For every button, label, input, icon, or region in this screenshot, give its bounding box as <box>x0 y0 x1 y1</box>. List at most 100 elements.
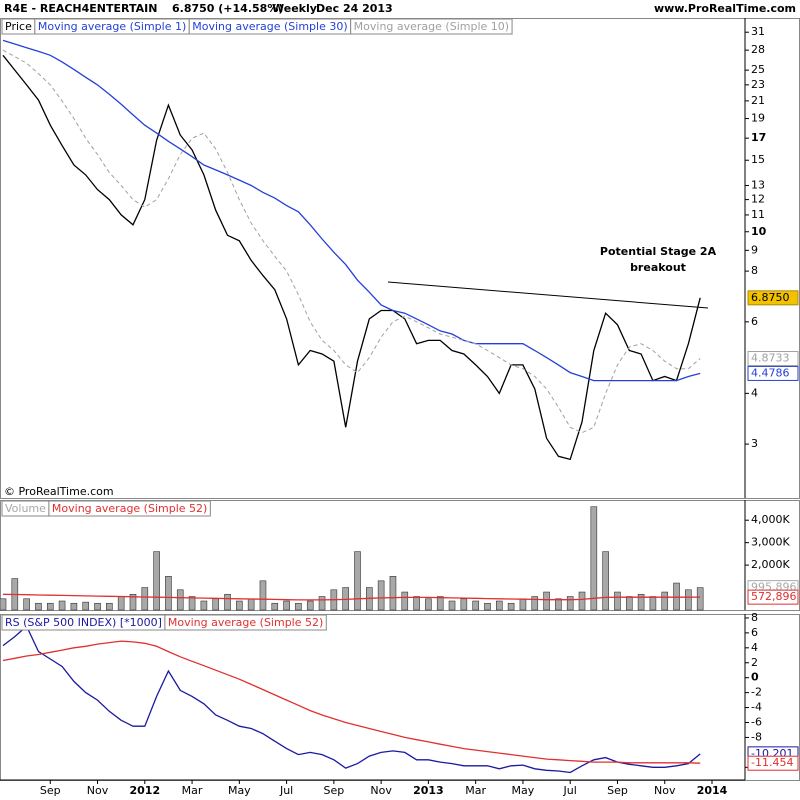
volume-bar <box>401 591 409 611</box>
volume-bar <box>94 602 101 611</box>
y-tick-label: 2,000K <box>751 558 790 571</box>
last-value-label: 6.8750 <box>751 291 790 304</box>
y-tick-label: 8 <box>751 611 758 624</box>
volume-bar <box>507 602 515 611</box>
y-tick-label: -2 <box>751 686 762 699</box>
x-tick-label: Sep <box>40 784 61 797</box>
y-tick-label: 10 <box>751 225 767 238</box>
y-tick-label: 28 <box>751 43 765 56</box>
volume-bar <box>165 576 172 611</box>
y-tick-label: 6 <box>751 315 758 328</box>
x-tick-label: 2012 <box>129 784 160 797</box>
last-value-label: -11.454 <box>751 756 793 769</box>
volume-bar <box>259 580 267 611</box>
volume-bar <box>188 596 196 611</box>
legend-box <box>350 18 513 35</box>
volume-bar <box>0 598 7 611</box>
volume-bar <box>283 600 290 611</box>
volume-bar <box>377 580 385 611</box>
series-line <box>2 54 701 461</box>
volume-bar <box>295 602 302 611</box>
y-tick-label: 19 <box>751 112 765 125</box>
volume-bar <box>236 600 243 611</box>
volume-bar <box>543 591 550 611</box>
y-tick-label: 0 <box>751 671 759 684</box>
panel-label: Price <box>5 20 32 33</box>
last-value-box <box>747 755 799 771</box>
volume-bar <box>82 601 90 611</box>
legend-item: Moving average (Simple 52) <box>168 616 323 629</box>
annotation: Potential Stage 2A <box>600 245 717 258</box>
volume-bar <box>578 591 586 611</box>
volume-bar <box>153 551 160 611</box>
y-tick-label: 8 <box>751 264 758 277</box>
legend-item: Moving average (Simple 10) <box>354 20 509 33</box>
volume-bar <box>200 600 208 611</box>
x-tick-label: May <box>512 784 535 797</box>
volume-bar <box>176 589 184 611</box>
x-tick-label: Nov <box>370 784 392 797</box>
volume-bar <box>484 602 491 611</box>
x-tick-label: Nov <box>654 784 676 797</box>
volume-bar <box>436 596 444 611</box>
volume-bar <box>602 551 609 611</box>
volume-bar <box>46 602 54 611</box>
volume-bar <box>141 587 149 611</box>
volume-bar <box>354 551 361 611</box>
x-tick-label: Mar <box>465 784 486 797</box>
volume-bar <box>306 600 314 611</box>
x-tick-label: Jul <box>563 784 577 797</box>
symbol: R4E - REACH4ENTERTAIN <box>4 2 157 15</box>
series-line <box>2 39 701 382</box>
y-tick-label: 25 <box>751 63 765 76</box>
x-tick-label: Sep <box>323 784 344 797</box>
last-value-box <box>747 365 799 381</box>
y-tick-label: 4 <box>751 641 758 654</box>
volume-bar <box>448 600 456 611</box>
volume-bar <box>117 596 125 611</box>
y-tick-label: -6 <box>751 716 762 729</box>
date: Dec 24 2013 <box>316 2 393 15</box>
series-line <box>2 625 701 774</box>
x-tick-label: May <box>228 784 251 797</box>
last-value-label: 572,896 <box>751 590 797 603</box>
last-value-box <box>747 589 799 605</box>
last-value-label: 4.4786 <box>751 366 790 379</box>
legend-item: Moving average (Simple 1) <box>38 20 186 33</box>
volume-bar <box>389 576 397 611</box>
legend-item: Moving average (Simple 30) <box>192 20 347 33</box>
volume-bar <box>590 506 598 611</box>
volume-bar <box>58 600 66 611</box>
volume-bar <box>247 598 255 611</box>
y-tick-label: 21 <box>751 94 765 107</box>
volume-bar <box>696 587 704 611</box>
last-value-box <box>747 351 799 367</box>
y-tick-label: 3 <box>751 437 758 450</box>
legend-box <box>164 614 327 631</box>
volume-bar <box>661 591 669 611</box>
period: Weekly <box>272 2 317 15</box>
y-tick-label: 6 <box>751 626 758 639</box>
volume-bar <box>224 593 231 611</box>
volume-bar <box>649 596 657 611</box>
volume-bar <box>566 596 574 611</box>
quote: 6.8750 (+14.58%) <box>172 2 283 15</box>
volume-bar <box>472 600 479 611</box>
legend-item: Moving average (Simple 52) <box>52 502 207 515</box>
y-tick-label: 12 <box>751 193 765 206</box>
x-tick-label: Nov <box>87 784 109 797</box>
volume-bar <box>35 602 42 611</box>
site: www.ProRealTime.com <box>654 2 796 15</box>
series-line <box>2 49 701 434</box>
copyright: © ProRealTime.com <box>4 485 114 498</box>
x-tick-label: 2013 <box>413 784 444 797</box>
legend-item: Volume <box>5 502 46 515</box>
series-line <box>2 593 701 601</box>
volume-bar <box>673 582 680 611</box>
volume-bar <box>271 602 279 611</box>
y-tick-label: 17 <box>751 131 766 144</box>
y-tick-label: 4,000K <box>751 513 790 526</box>
trend-line <box>387 281 709 309</box>
